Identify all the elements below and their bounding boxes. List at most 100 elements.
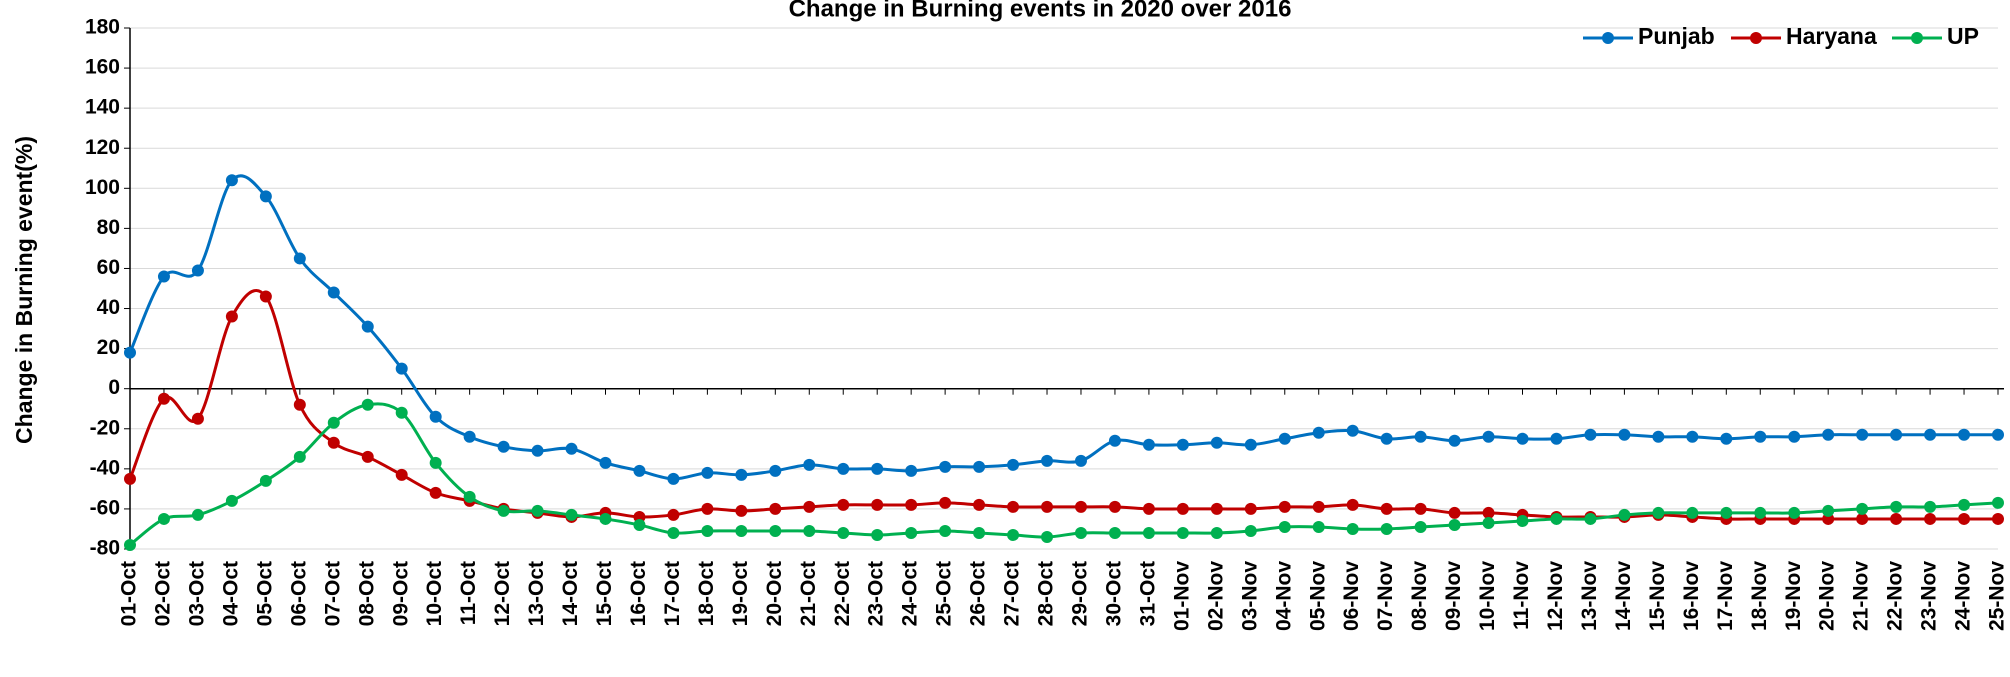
data-point <box>1448 434 1461 447</box>
data-point <box>769 524 782 537</box>
data-point <box>769 464 782 477</box>
data-point <box>531 504 544 517</box>
data-point <box>939 496 952 509</box>
data-point <box>124 346 136 359</box>
data-point <box>157 392 170 405</box>
x-tick-label: 19-Oct <box>729 561 752 626</box>
x-tick-label: 11-Nov <box>1510 561 1533 630</box>
data-point <box>497 504 510 517</box>
data-point <box>735 468 748 481</box>
data-point <box>124 472 136 485</box>
data-point <box>769 502 782 515</box>
y-axis-label: Change in Burning event(%) <box>11 136 37 444</box>
y-tick-label: -20 <box>90 416 120 439</box>
x-tick-label: 23-Oct <box>865 561 888 626</box>
data-point <box>1210 502 1223 515</box>
x-tick-label: 22-Nov <box>1884 561 1907 631</box>
data-point <box>667 472 680 485</box>
data-point <box>1856 512 1869 525</box>
data-point <box>667 526 680 539</box>
data-point <box>905 464 918 477</box>
x-tick-label: 06-Oct <box>287 561 310 626</box>
data-point <box>1108 434 1121 447</box>
data-point <box>973 526 986 539</box>
data-point <box>1788 506 1801 519</box>
data-point <box>191 508 204 521</box>
data-point <box>1482 430 1495 443</box>
data-point <box>463 490 476 503</box>
data-point <box>1142 502 1155 515</box>
data-point <box>565 508 578 521</box>
data-point <box>701 524 714 537</box>
data-point <box>361 398 374 411</box>
x-tick-label: 05-Oct <box>253 561 276 626</box>
x-tick-label: 01-Nov <box>1170 561 1193 631</box>
x-tick-label: 14-Nov <box>1612 561 1635 631</box>
data-point <box>803 458 816 471</box>
data-point <box>1788 430 1801 443</box>
x-tick-label: 14-Oct <box>559 561 582 626</box>
data-point <box>939 460 952 473</box>
data-point <box>973 498 986 511</box>
x-tick-label: 17-Nov <box>1714 561 1737 631</box>
data-point <box>429 456 442 469</box>
data-point <box>599 512 612 525</box>
x-tick-label: 23-Nov <box>1918 561 1941 631</box>
data-point <box>633 518 646 531</box>
data-point <box>1652 430 1665 443</box>
x-tick-label: 03-Nov <box>1238 561 1261 631</box>
x-tick-label: 21-Nov <box>1850 561 1873 631</box>
data-point <box>1550 432 1563 445</box>
data-point <box>701 466 714 479</box>
data-point <box>361 320 374 333</box>
data-point <box>1176 502 1189 515</box>
x-tick-label: 10-Oct <box>423 561 446 626</box>
data-point <box>1346 424 1359 437</box>
legend-marker <box>1750 32 1762 44</box>
x-tick-label: 24-Oct <box>899 561 922 626</box>
x-tick-label: 01-Oct <box>118 561 141 626</box>
x-tick-label: 15-Oct <box>593 561 616 626</box>
data-point <box>939 524 952 537</box>
x-tick-label: 16-Oct <box>627 561 650 626</box>
data-point <box>1312 500 1325 513</box>
x-tick-label: 15-Nov <box>1646 561 1669 631</box>
data-point <box>905 498 918 511</box>
data-point <box>1992 428 2004 441</box>
data-point <box>837 526 850 539</box>
y-tick-label: 40 <box>97 296 120 319</box>
data-point <box>1176 526 1189 539</box>
data-point <box>1074 526 1087 539</box>
y-tick-label: -80 <box>90 537 120 560</box>
x-tick-label: 13-Nov <box>1578 561 1601 631</box>
data-point <box>871 528 884 541</box>
data-point <box>1142 526 1155 539</box>
x-tick-label: 05-Nov <box>1306 561 1329 631</box>
data-point <box>124 538 136 551</box>
y-tick-label: 160 <box>85 56 120 79</box>
data-point <box>1822 504 1835 517</box>
x-tick-label: 20-Oct <box>763 561 786 626</box>
x-tick-label: 22-Oct <box>831 561 854 626</box>
data-point <box>1007 528 1020 541</box>
data-point <box>1142 438 1155 451</box>
data-point <box>1482 506 1495 519</box>
data-point <box>1244 524 1257 537</box>
data-point <box>429 486 442 499</box>
data-point <box>1108 526 1121 539</box>
data-point <box>599 456 612 469</box>
data-point <box>1516 514 1529 527</box>
data-point <box>701 502 714 515</box>
y-tick-label: -60 <box>90 496 120 519</box>
data-point <box>667 508 680 521</box>
data-point <box>259 290 272 303</box>
x-tick-label: 21-Oct <box>797 561 820 626</box>
data-point <box>1278 520 1291 533</box>
x-tick-label: 06-Nov <box>1340 561 1363 631</box>
chart-title: Change in Burning events in 2020 over 20… <box>789 0 1292 22</box>
data-point <box>1007 458 1020 471</box>
data-point <box>1856 502 1869 515</box>
x-tick-label: 17-Oct <box>661 561 684 626</box>
data-point <box>1380 522 1393 535</box>
data-point <box>497 440 510 453</box>
